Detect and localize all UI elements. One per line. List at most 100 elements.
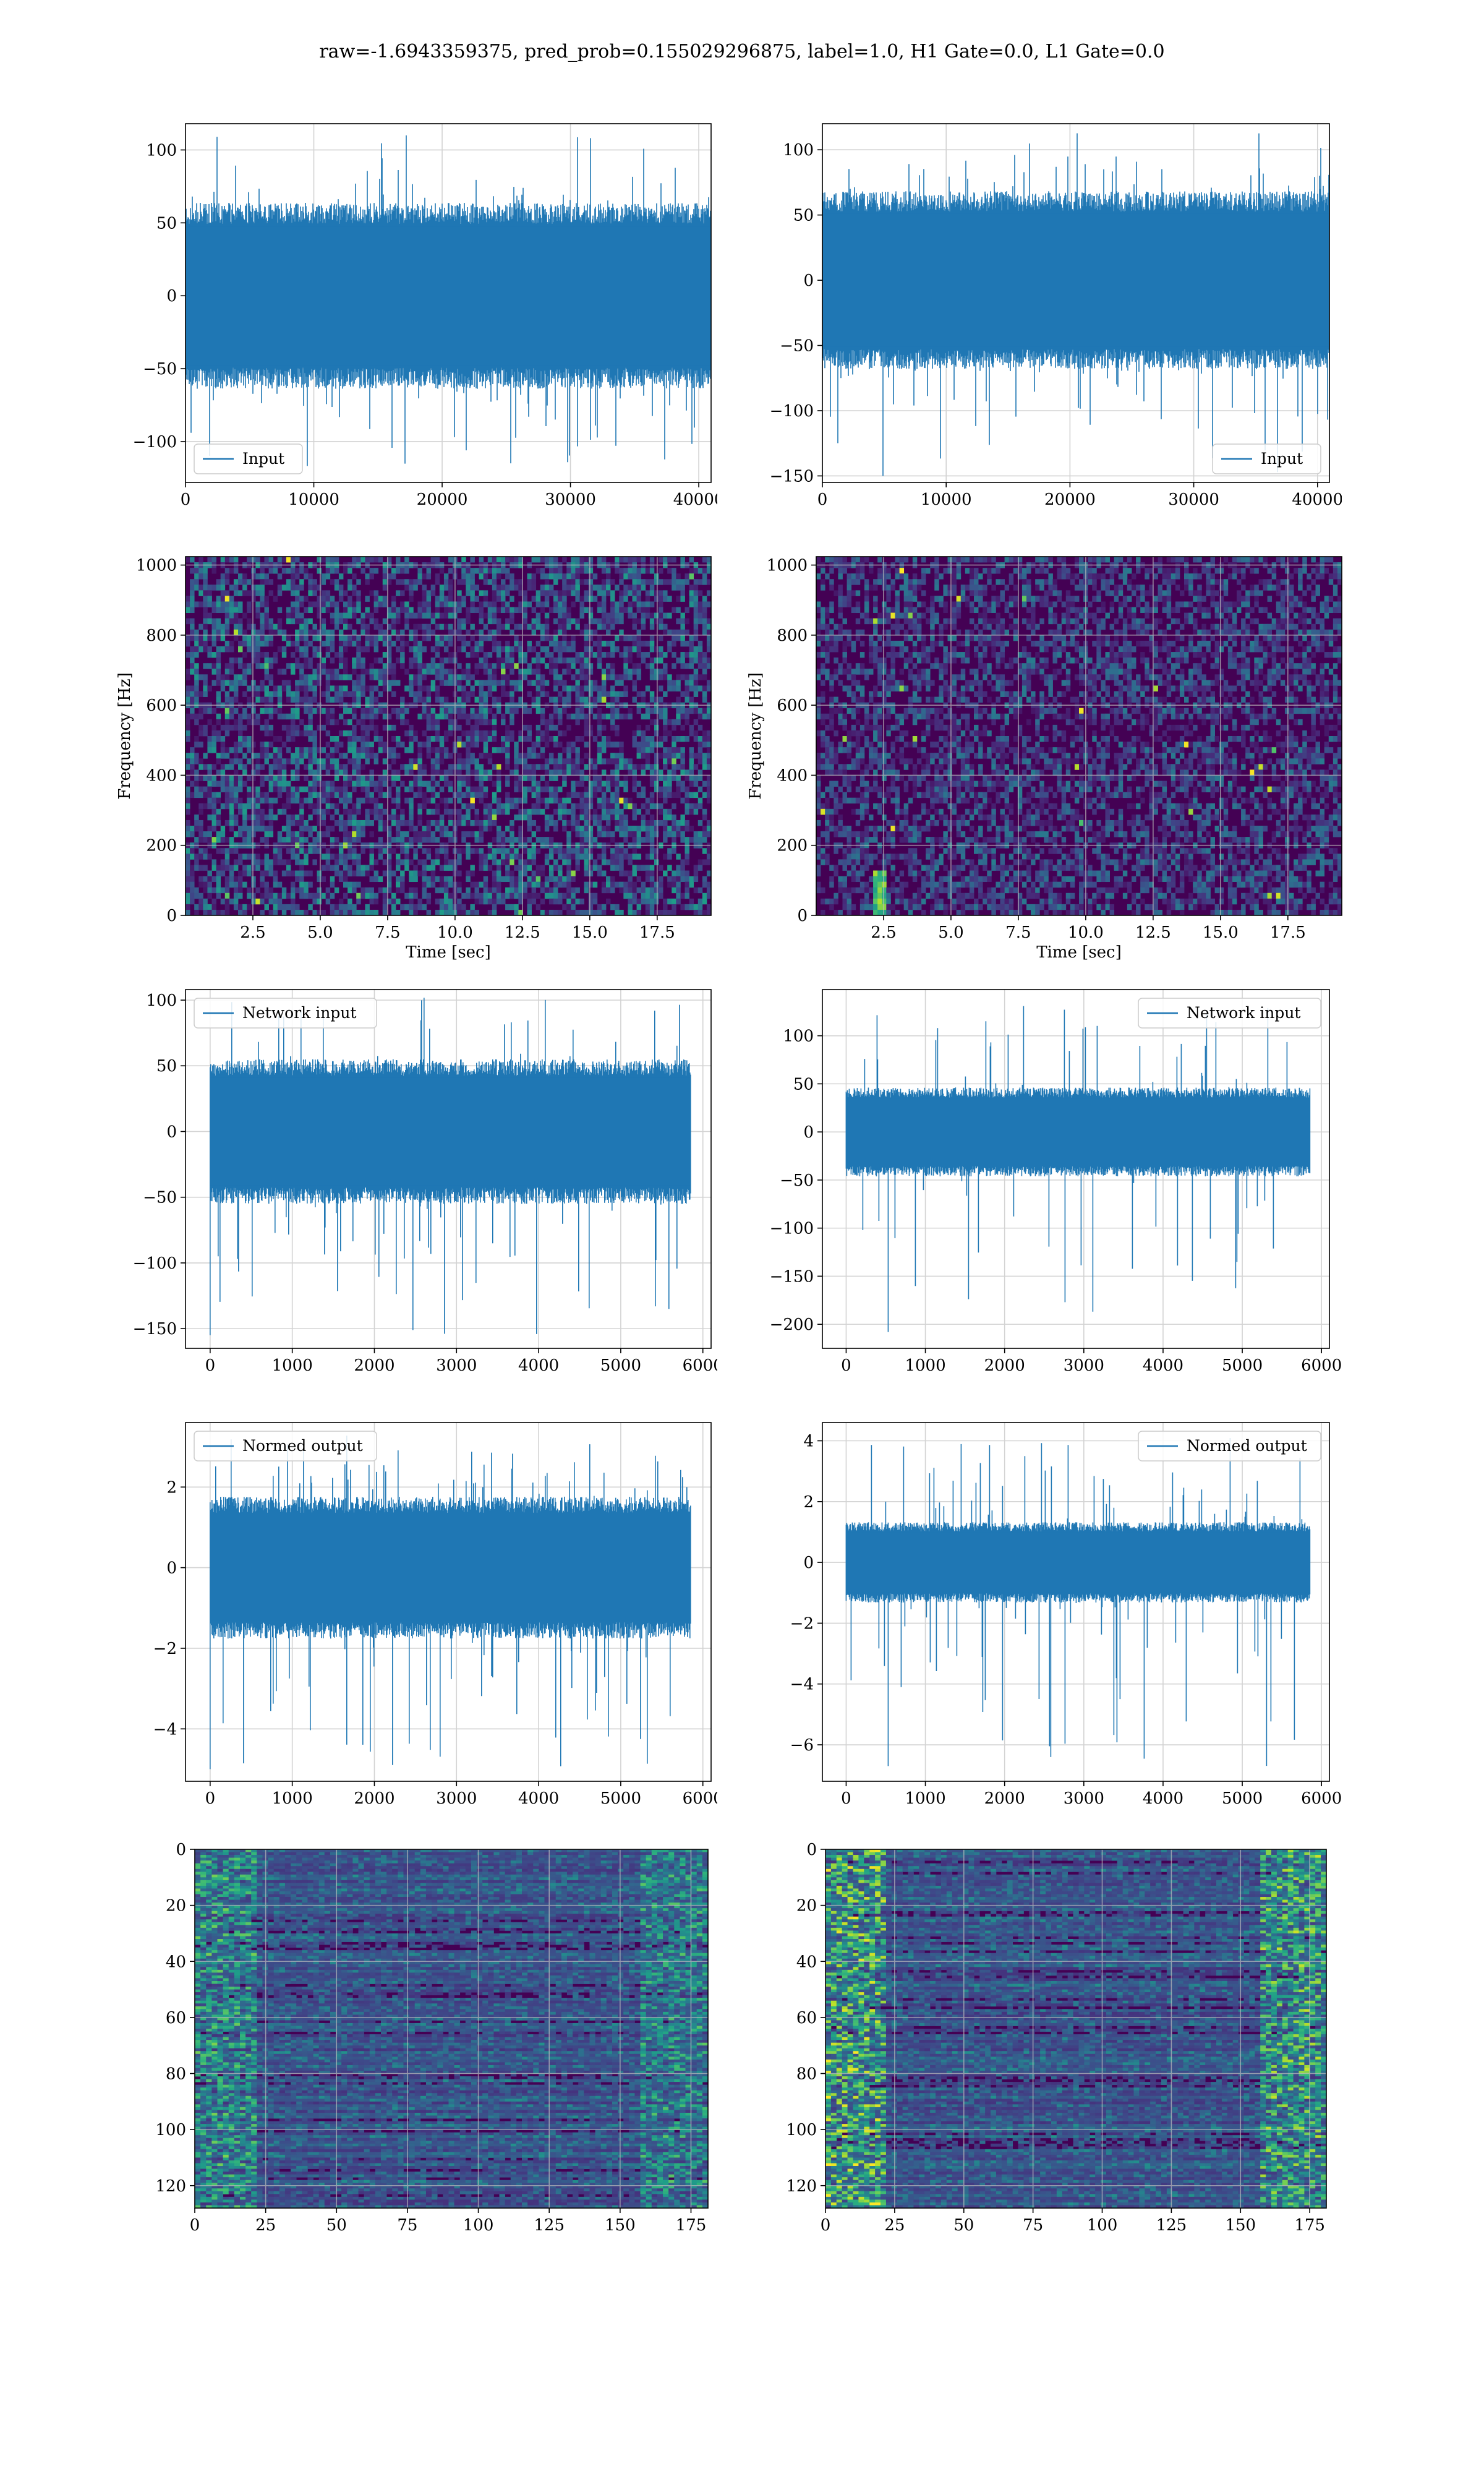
h1-feature-map-ytick-label: 40 xyxy=(166,1953,186,1971)
l1-input-ytick-label: −150 xyxy=(770,467,814,486)
h1-feature-map-xtick-label: 100 xyxy=(463,2216,494,2233)
l1-spectrogram-panel: 2.5 5.0 7.5 10.0 12.5 15.0 17.5 0 200 400 600 800 10… xyxy=(742,550,1348,971)
h1-spectrogram-ylabel: Frequency [Hz] xyxy=(116,672,134,800)
l1-spectrogram-axes-frame xyxy=(816,556,1342,916)
l1-spectrogram-ytick-label: 400 xyxy=(777,766,808,785)
l1-input-ytick-label: −100 xyxy=(770,402,814,421)
l1-feature-map-plot-area xyxy=(825,1849,1326,2208)
h1-feature-map-ytick-label: 20 xyxy=(166,1897,186,1915)
h1-feature-map-panel: 0 25 50 75 100 125 150 175 0 20 40 60 80 100 120 xyxy=(142,1837,723,2233)
l1-input-ytick-label: 50 xyxy=(793,207,814,225)
h1-spectrogram-ytick-label: 200 xyxy=(146,837,177,855)
h1-spectrogram-plot-area xyxy=(186,557,711,915)
h1-spectrogram-xlabel: Time [sec] xyxy=(406,943,491,962)
l1-feature-map-xtick-label: 25 xyxy=(884,2216,905,2233)
l1-network-input-chart: 0 1000 2000 3000 4000 5000 6000−200−150−100−50… xyxy=(770,989,1342,1375)
h1-spectrogram-xtick-label: 2.5 xyxy=(240,923,265,942)
h1-spectrogram-xtick-label: 17.5 xyxy=(639,923,675,942)
l1-spectrogram-xlabel: Time [sec] xyxy=(1036,943,1122,962)
h1-network-input-axes-frame xyxy=(185,989,712,1349)
l1-network-input-plot-area xyxy=(822,990,1329,1348)
h1-normed-output-xtick-label: 0 xyxy=(205,1789,216,1808)
l1-normed-output-axes-frame xyxy=(822,1422,1330,1782)
h1-input-plot-area xyxy=(186,124,711,482)
l1-feature-map-xtick-label: 0 xyxy=(821,2216,831,2233)
h1-network-input-xtick-label: 4000 xyxy=(518,1356,559,1375)
l1-network-input-panel: 0 1000 2000 3000 4000 5000 6000 −200 −150 −100 −50… xyxy=(748,983,1342,1392)
h1-input-legend-label: Input xyxy=(242,450,284,468)
h1-normed-output-plot-area xyxy=(186,1423,711,1781)
l1-feature-map-ytick-label: 40 xyxy=(796,1953,817,1971)
l1-network-input-legend: Network input xyxy=(1138,998,1321,1029)
l1-feature-map-xtick-label: 100 xyxy=(1087,2216,1118,2233)
l1-normed-output-xtick-label: 4000 xyxy=(1143,1789,1183,1808)
h1-normed-output-xtick-label: 2000 xyxy=(354,1789,394,1808)
h1-feature-map-xtick-label: 75 xyxy=(397,2216,417,2233)
l1-normed-output-xtick-label: 6000 xyxy=(1301,1789,1342,1808)
l1-input-ytick-label: 100 xyxy=(783,141,814,160)
l1-normed-output-xtick-label: 0 xyxy=(841,1789,851,1808)
h1-network-input-panel: 0 1000 2000 3000 4000 5000 6000 −150 −100 −50 0 50 1… xyxy=(124,983,717,1392)
l1-input-legend: Input xyxy=(1212,443,1321,474)
l1-input-axes-frame xyxy=(822,123,1330,483)
l1-input-xtick-label: 0 xyxy=(817,490,828,509)
l1-input-xtick-label: 20000 xyxy=(1044,490,1096,509)
l1-normed-output-ytick-label: −4 xyxy=(790,1676,814,1694)
h1-network-input-ytick-label: −150 xyxy=(133,1320,177,1338)
l1-normed-output-series-core xyxy=(846,1532,1310,1593)
h1-input-xtick-label: 30000 xyxy=(545,490,596,509)
h1-spectrogram-xtick-label: 15.0 xyxy=(572,923,608,942)
h1-normed-output-ytick-label: 2 xyxy=(166,1478,177,1497)
h1-network-input-xtick-label: 1000 xyxy=(272,1356,313,1375)
l1-feature-map-xtick-label: 50 xyxy=(953,2216,974,2233)
l1-network-input-xtick-label: 0 xyxy=(841,1356,851,1375)
l1-normed-output-xtick-label: 3000 xyxy=(1064,1789,1104,1808)
l1-spectrogram-plot-area xyxy=(816,557,1342,915)
h1-input-legend: Input xyxy=(194,443,303,474)
h1-network-input-legend: Network input xyxy=(194,998,377,1029)
l1-normed-output-legend-label: Normed output xyxy=(1187,1437,1307,1455)
l1-spectrogram-ytick-label: 1000 xyxy=(767,557,808,575)
h1-normed-output-legend: Normed output xyxy=(194,1431,377,1462)
h1-feature-map-ytick-label: 100 xyxy=(155,2121,186,2139)
l1-feature-map-chart: 0 25 50 75 100 125 150 175 0 20 40 60 80 100 120 xyxy=(786,1841,1327,2233)
l1-network-input-xtick-label: 3000 xyxy=(1064,1356,1104,1375)
h1-spectrogram-xtick-label: 10.0 xyxy=(437,923,473,942)
l1-spectrogram-chart: 2.5 5.0 7.5 10.0 12.5 15.0 17.5 0 200 400 600 800 10… xyxy=(746,556,1342,962)
l1-feature-map-ytick-label: 100 xyxy=(786,2121,817,2139)
l1-input-xtick-label: 30000 xyxy=(1168,490,1219,509)
h1-network-input-ytick-label: −100 xyxy=(133,1254,177,1273)
h1-normed-output-xtick-label: 1000 xyxy=(272,1789,313,1808)
h1-spectrogram-ytick-label: 800 xyxy=(146,627,177,645)
h1-input-ytick-label: 100 xyxy=(146,141,177,160)
l1-network-input-legend-label: Network input xyxy=(1187,1004,1300,1022)
h1-feature-map-plot-area xyxy=(195,1849,708,2208)
h1-spectrogram-ytick-label: 400 xyxy=(146,766,177,785)
h1-spectrogram-ytick-label: 600 xyxy=(146,696,177,715)
h1-feature-map-xtick-label: 25 xyxy=(255,2216,276,2233)
l1-spectrogram-xtick-label: 5.0 xyxy=(938,923,963,942)
h1-network-input-legend-label: Network input xyxy=(242,1004,356,1022)
h1-feature-map-ytick-label: 0 xyxy=(176,1841,186,1859)
l1-feature-map-ytick-label: 0 xyxy=(806,1841,817,1859)
l1-normed-output-legend: Normed output xyxy=(1138,1431,1321,1462)
l1-network-input-series-line xyxy=(845,1006,1311,1332)
l1-network-input-ytick-label: −200 xyxy=(770,1316,814,1334)
h1-network-input-ytick-label: 100 xyxy=(146,991,177,1010)
l1-feature-map-xtick-label: 75 xyxy=(1023,2216,1043,2233)
h1-spectrogram-ytick-label: 1000 xyxy=(136,557,177,575)
l1-network-input-ytick-label: 100 xyxy=(783,1027,814,1046)
h1-input-xtick-label: 10000 xyxy=(288,490,339,509)
l1-feature-map-ytick-label: 60 xyxy=(796,2009,817,2027)
h1-feature-map-xtick-label: 0 xyxy=(190,2216,200,2233)
h1-normed-output-ytick-label: 0 xyxy=(166,1559,177,1578)
h1-network-input-xtick-label: 2000 xyxy=(354,1356,394,1375)
l1-input-series-core xyxy=(822,213,1329,347)
l1-input-panel: 0 10000 20000 30000 40000 −150 −100 −50 0 50 100 In… xyxy=(748,118,1342,526)
h1-input-chart: 0 10000 20000 30000 40000 −100 −50 0 50 100 Input xyxy=(133,123,717,509)
h1-network-input-ytick-label: 50 xyxy=(156,1057,177,1076)
l1-network-input-ytick-label: −50 xyxy=(780,1171,814,1190)
l1-spectrogram-xtick-label: 12.5 xyxy=(1135,923,1171,942)
l1-input-xtick-label: 10000 xyxy=(921,490,972,509)
h1-input-ytick-label: −50 xyxy=(143,360,177,379)
